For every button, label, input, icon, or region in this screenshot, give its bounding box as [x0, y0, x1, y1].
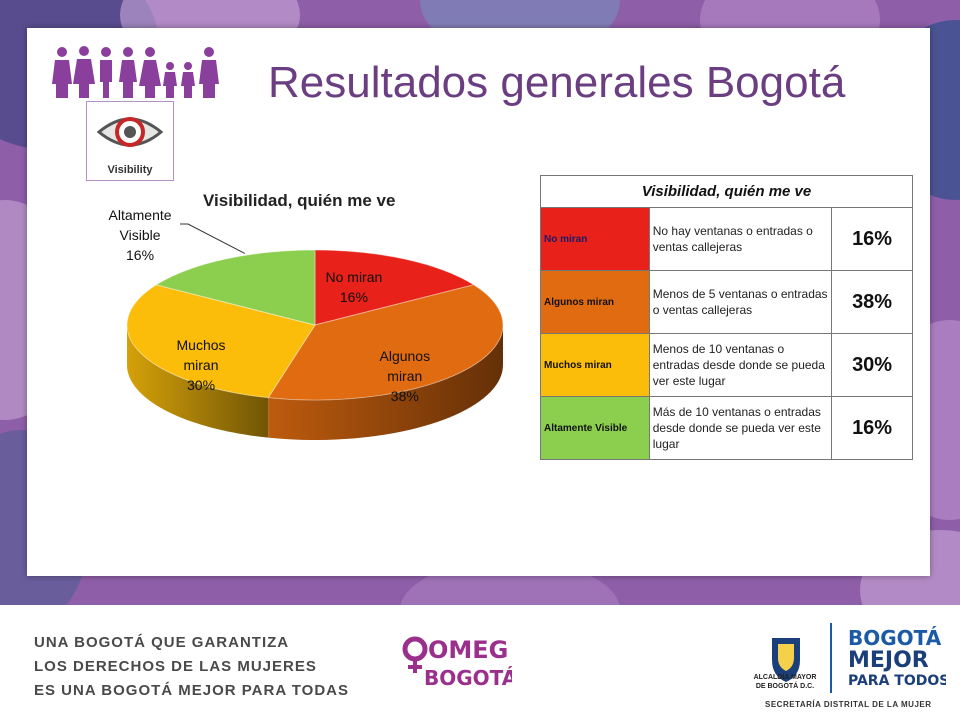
table-category-cell: Muchos miran [540, 333, 650, 397]
omeg-line-1: OMEG [428, 636, 508, 664]
table-category-cell: No miran [540, 207, 650, 271]
footer: UNA BOGOTÁ QUE GARANTIZA LOS DERECHOS DE… [0, 605, 960, 720]
slice-algunos-miran-side [268, 325, 503, 440]
table-description-cell: No hay ventanas o entradas o ventas call… [648, 207, 833, 271]
pie-label-line: 38% [390, 388, 419, 404]
visibility-logo-label: Visibility [107, 164, 153, 176]
pie-label-line: Visible [119, 227, 161, 243]
pie-label-line: Altamente [108, 207, 172, 223]
slice-no-miran [314, 249, 475, 326]
secretaria-label: SECRETARÍA DISTRITAL DE LA MUJER [765, 700, 932, 709]
bogota-line-3: PARA TODOS [848, 673, 946, 689]
pie-label-altamente-visible: Altamente Visible 16% [109, 205, 172, 265]
omeg-line-2: BOGOTÁ [424, 666, 512, 690]
label-leader-line [180, 223, 246, 254]
slice-muchos-miran [126, 284, 316, 399]
bogota-line-1: BOGOTÁ [848, 626, 942, 650]
table-percent-cell: 30% [831, 333, 913, 397]
pie-label-line: 16% [339, 289, 368, 305]
pie-label-no-miran: No miran 16% [326, 267, 383, 307]
table-percent-cell: 38% [831, 270, 913, 334]
alcaldia-shield-icon [772, 638, 800, 682]
table-description-cell: Menos de 5 ventanas o entradas o ventas … [648, 270, 833, 334]
eye-icon [96, 117, 164, 147]
pie-label-muchos-miran: Muchos miran 30% [177, 335, 226, 395]
slice-algunos-miran [267, 284, 504, 401]
table-row: Muchos miran Menos de 10 ventanas o entra… [540, 333, 913, 397]
footer-divider [830, 623, 832, 693]
table-description-cell: Menos de 10 ventanas o entradas desde do… [648, 333, 833, 397]
slice-muchos-miran-side [127, 325, 269, 438]
table-row: Algunos miran Menos de 5 ventanas o entra… [540, 270, 913, 334]
alcaldia-text: ALCALDÍA MAYOR DE BOGOTÁ D.C. [735, 673, 835, 691]
visibility-logo: Visibility [86, 101, 174, 181]
omeg-bogota-logo: OMEG BOGOTÁ [402, 636, 512, 690]
table-description-cell: Más de 10 ventanas o entradas desde dond… [648, 396, 833, 460]
pie-label-algunos-miran: Algunos miran 38% [380, 346, 431, 406]
slogan-line-3: ES UNA BOGOTÁ MEJOR PARA TODAS [34, 682, 350, 699]
bogota-line-2: MEJOR [848, 648, 929, 673]
chart-title: Visibilidad, quién me ve [203, 191, 396, 210]
page-title: Resultados generales Bogotá [268, 58, 846, 107]
slice-altamente-visible [155, 249, 316, 326]
bogota-mejor-logo: BOGOTÁ MEJOR PARA TODOS [848, 626, 946, 689]
slogan-line-1: UNA BOGOTÁ QUE GARANTIZA [34, 634, 290, 651]
table-category-cell: Algunos miran [540, 270, 650, 334]
visibility-table: Visibilidad, quién me ve No miran No hay … [540, 175, 913, 460]
pie-chart [126, 223, 504, 440]
slogan-line-2: LOS DERECHOS DE LAS MUJERES [34, 658, 317, 675]
table-percent-cell: 16% [831, 396, 913, 460]
pie-label-line: Muchos [176, 337, 226, 353]
pie-label-line: Algunos [379, 348, 431, 364]
table-row: Altamente Visible Más de 10 ventanas o en… [540, 396, 913, 460]
alcaldia-line-1: ALCALDÍA MAYOR [753, 674, 817, 681]
pie-label-line: miran [387, 368, 423, 384]
table-title: Visibilidad, quién me ve [540, 175, 913, 208]
pie-label-line: 16% [126, 247, 155, 263]
pie-label-line: miran [183, 357, 219, 373]
women-family-icon [52, 46, 219, 98]
footer-slogan: UNA BOGOTÁ QUE GARANTIZA LOS DERECHOS DE… [34, 631, 349, 703]
table-row: No miran No hay ventanas o entradas o ven… [540, 207, 913, 271]
pie-label-line: 30% [187, 377, 216, 393]
alcaldia-line-2: DE BOGOTÁ D.C. [755, 683, 815, 690]
pie-label-line: No miran [325, 269, 383, 285]
table-percent-cell: 16% [831, 207, 913, 271]
table-category-cell: Altamente Visible [540, 396, 650, 460]
